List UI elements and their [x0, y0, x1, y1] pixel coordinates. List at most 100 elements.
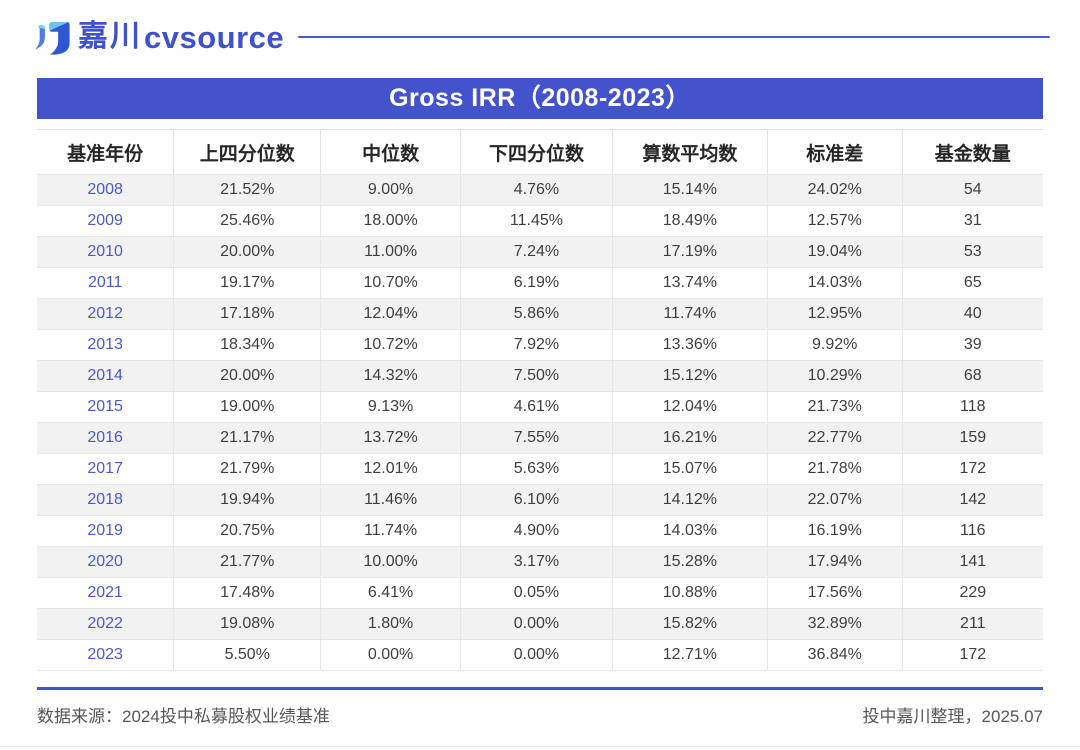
column-header: 算数平均数	[611, 129, 768, 175]
table-cell: 22.07%	[766, 484, 903, 516]
table-cell: 15.12%	[611, 360, 768, 392]
table-cell: 4.76%	[460, 174, 613, 206]
table-cell: 11.74%	[611, 298, 768, 330]
table-cell: 118	[901, 391, 1043, 423]
table-cell: 10.70%	[320, 267, 462, 299]
table-cell: 36.84%	[766, 639, 903, 671]
year-link[interactable]: 2017	[37, 453, 175, 485]
table-row: 2010 20.00% 11.00% 7.24% 17.19% 19.04% 53	[37, 236, 1043, 268]
table-cell: 11.46%	[320, 484, 462, 516]
table-cell: 0.00%	[460, 608, 613, 640]
data-source-note: 数据来源：2024投中私募股权业绩基准	[37, 707, 330, 726]
table-cell: 18.00%	[320, 205, 462, 237]
table-cell: 5.63%	[460, 453, 613, 485]
table-cell: 12.04%	[611, 391, 768, 423]
column-header: 标准差	[766, 129, 903, 175]
table-cell: 7.24%	[460, 236, 613, 268]
year-link[interactable]: 2019	[37, 515, 175, 547]
table-cell: 21.17%	[173, 422, 322, 454]
brand-name-en: cvsource	[144, 19, 285, 55]
year-link[interactable]: 2018	[37, 484, 175, 516]
bottom-divider	[0, 746, 1080, 747]
table-cell: 10.29%	[766, 360, 903, 392]
year-link[interactable]: 2010	[37, 236, 175, 268]
table-row: 2016 21.17% 13.72% 7.55% 16.21% 22.77% 159	[37, 422, 1043, 454]
table-cell: 9.13%	[320, 391, 462, 423]
column-header: 基金数量	[901, 129, 1043, 175]
table-row: 2015 19.00% 9.13% 4.61% 12.04% 21.73% 118	[37, 391, 1043, 423]
table-row: 2011 19.17% 10.70% 6.19% 13.74% 14.03% 65	[37, 267, 1043, 299]
table-cell: 12.57%	[766, 205, 903, 237]
table-cell: 7.50%	[460, 360, 613, 392]
table-cell: 54	[901, 174, 1043, 206]
table-cell: 21.79%	[173, 453, 322, 485]
table-cell: 19.94%	[173, 484, 322, 516]
year-link[interactable]: 2021	[37, 577, 175, 609]
table-cell: 21.77%	[173, 546, 322, 578]
table-cell: 19.04%	[766, 236, 903, 268]
table-cell: 7.92%	[460, 329, 613, 361]
table-row: 2013 18.34% 10.72% 7.92% 13.36% 9.92% 39	[37, 329, 1043, 361]
table-cell: 12.71%	[611, 639, 768, 671]
table-cell: 11.74%	[320, 515, 462, 547]
table-cell: 211	[901, 608, 1043, 640]
table-row: 2017 21.79% 12.01% 5.63% 15.07% 21.78% 172	[37, 453, 1043, 485]
year-link[interactable]: 2014	[37, 360, 175, 392]
table-cell: 17.94%	[766, 546, 903, 578]
table-row: 2008 21.52% 9.00% 4.76% 15.14% 24.02% 54	[37, 174, 1043, 206]
table-cell: 17.48%	[173, 577, 322, 609]
column-header: 下四分位数	[460, 129, 613, 175]
table-cell: 40	[901, 298, 1043, 330]
year-link[interactable]: 2015	[37, 391, 175, 423]
brand-header: 嘉川 cvsource	[0, 0, 1080, 58]
table-cell: 31	[901, 205, 1043, 237]
table-row: 2023 5.50% 0.00% 0.00% 12.71% 36.84% 172	[37, 639, 1043, 671]
year-link[interactable]: 2008	[37, 174, 175, 206]
table-row: 2022 19.08% 1.80% 0.00% 15.82% 32.89% 211	[37, 608, 1043, 640]
table-cell: 65	[901, 267, 1043, 299]
table-cell: 18.49%	[611, 205, 768, 237]
column-header: 中位数	[320, 129, 462, 175]
table-cell: 12.04%	[320, 298, 462, 330]
table-cell: 141	[901, 546, 1043, 578]
table-cell: 0.00%	[460, 639, 613, 671]
table-cell: 17.56%	[766, 577, 903, 609]
table-cell: 9.00%	[320, 174, 462, 206]
year-link[interactable]: 2012	[37, 298, 175, 330]
table-cell: 10.00%	[320, 546, 462, 578]
year-link[interactable]: 2009	[37, 205, 175, 237]
table-cell: 229	[901, 577, 1043, 609]
table-cell: 0.00%	[320, 639, 462, 671]
table-cell: 19.08%	[173, 608, 322, 640]
table-cell: 19.17%	[173, 267, 322, 299]
table-cell: 13.36%	[611, 329, 768, 361]
table-cell: 4.90%	[460, 515, 613, 547]
table-cell: 25.46%	[173, 205, 322, 237]
year-link[interactable]: 2016	[37, 422, 175, 454]
table-cell: 11.00%	[320, 236, 462, 268]
table-cell: 15.28%	[611, 546, 768, 578]
table-row: 2012 17.18% 12.04% 5.86% 11.74% 12.95% 40	[37, 298, 1043, 330]
table-row: 2018 19.94% 11.46% 6.10% 14.12% 22.07% 142	[37, 484, 1043, 516]
table-cell: 10.88%	[611, 577, 768, 609]
year-link[interactable]: 2020	[37, 546, 175, 578]
table-cell: 21.73%	[766, 391, 903, 423]
table-cell: 39	[901, 329, 1043, 361]
table-cell: 6.10%	[460, 484, 613, 516]
year-link[interactable]: 2022	[37, 608, 175, 640]
table-cell: 5.86%	[460, 298, 613, 330]
cvsource-logo-icon	[35, 22, 70, 55]
table-cell: 24.02%	[766, 174, 903, 206]
table-cell: 0.05%	[460, 577, 613, 609]
table-cell: 20.00%	[173, 236, 322, 268]
year-link[interactable]: 2013	[37, 329, 175, 361]
table-cell: 17.18%	[173, 298, 322, 330]
year-link[interactable]: 2011	[37, 267, 175, 299]
table-row: 2021 17.48% 6.41% 0.05% 10.88% 17.56% 229	[37, 577, 1043, 609]
year-link[interactable]: 2023	[37, 639, 175, 671]
table-cell: 20.00%	[173, 360, 322, 392]
table-row: 2009 25.46% 18.00% 11.45% 18.49% 12.57% 31	[37, 205, 1043, 237]
table-cell: 14.03%	[766, 267, 903, 299]
table-cell: 15.07%	[611, 453, 768, 485]
irr-table: 基准年份 上四分位数 中位数 下四分位数 算数平均数 标准差 基金数量 2008 21.52%…	[37, 129, 1043, 671]
